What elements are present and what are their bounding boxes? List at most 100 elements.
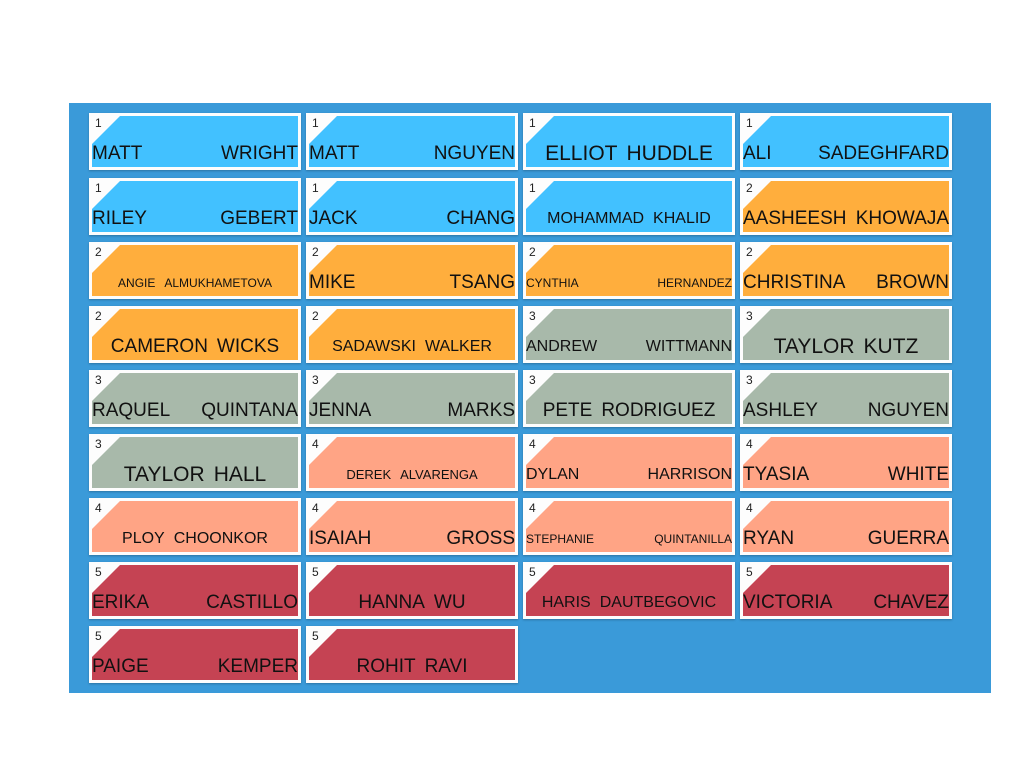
card-first-name: AASHEESH (743, 207, 847, 229)
card-color-fill (92, 437, 298, 488)
name-card[interactable]: 3 PETE RODRIGUEZ (523, 370, 735, 427)
name-card[interactable]: 4 PLOY CHOONKOR (89, 498, 301, 555)
card-name: HANNA WU (309, 589, 515, 616)
card-last-name: WITTMANN (645, 337, 732, 355)
name-card[interactable]: 1 MATT NGUYEN (306, 113, 518, 170)
card-name: ASHLEY NGUYEN (743, 397, 949, 424)
name-card[interactable]: 4 RYAN GUERRA (740, 498, 952, 555)
card-name: DEREK ALVARENGA (309, 461, 515, 488)
name-card[interactable]: 2 CHRISTINA BROWN (740, 242, 952, 299)
name-card[interactable]: 4 DEREK ALVARENGA (306, 434, 518, 491)
card-color-fill (743, 181, 949, 232)
card-last-name: SADEGHFARD (818, 142, 949, 164)
name-card[interactable]: 1 ALI SADEGHFARD (740, 113, 952, 170)
card-first-name: TYASIA (743, 463, 810, 485)
card-first-name: DYLAN (526, 465, 580, 483)
card-name: MOHAMMAD KHALID (526, 205, 732, 232)
card-level-number: 1 (312, 116, 319, 130)
name-card[interactable]: 2 MIKE TSANG (306, 242, 518, 299)
card-level-number: 2 (746, 181, 753, 195)
name-card[interactable]: 2 AASHEESH KHOWAJA (740, 178, 952, 235)
name-card[interactable]: 2 CYNTHIA HERNANDEZ (523, 242, 735, 299)
card-last-name: KEMPER (217, 655, 298, 677)
name-card[interactable]: 3 RAQUEL QUINTANA (89, 370, 301, 427)
card-first-name: ASHLEY (743, 399, 818, 421)
card-last-name: WICKS (216, 335, 280, 357)
name-card[interactable]: 4 STEPHANIE QUINTANILLA (523, 498, 735, 555)
name-card[interactable]: 3 ASHLEY NGUYEN (740, 370, 952, 427)
card-level-number: 4 (95, 501, 102, 515)
name-card[interactable]: 4 DYLAN HARRISON (523, 434, 735, 491)
card-name: PETE RODRIGUEZ (526, 397, 732, 424)
name-card[interactable]: 3 ANDREW WITTMANN (523, 306, 735, 363)
card-first-name: HARIS (541, 593, 591, 611)
card-first-name: MIKE (309, 271, 356, 293)
card-level-number: 3 (746, 373, 753, 387)
name-card[interactable]: 1 RILEY GEBERT (89, 178, 301, 235)
name-card[interactable]: 5 ROHIT RAVI (306, 626, 518, 683)
card-level-number: 3 (529, 309, 536, 323)
card-name: PAIGE KEMPER (92, 653, 298, 680)
card-name: MATT WRIGHT (92, 140, 298, 167)
card-color-fill (92, 629, 298, 680)
card-first-name: ISAIAH (309, 527, 372, 549)
card-name: ROHIT RAVI (309, 653, 515, 680)
name-card[interactable]: 5 PAIGE KEMPER (89, 626, 301, 683)
name-card[interactable]: 2 ANGIE ALMUKHAMETOVA (89, 242, 301, 299)
card-first-name: ELLIOT (545, 141, 618, 165)
name-card[interactable]: 4 ISAIAH GROSS (306, 498, 518, 555)
card-level-number: 4 (529, 437, 536, 451)
name-card[interactable]: 5 VICTORIA CHAVEZ (740, 562, 952, 619)
card-name: STEPHANIE QUINTANILLA (526, 525, 732, 552)
card-first-name: VICTORIA (743, 591, 833, 613)
card-first-name: STEPHANIE (526, 531, 595, 546)
card-first-name: JENNA (309, 399, 372, 421)
card-last-name: CASTILLO (206, 591, 298, 613)
card-color-fill (309, 245, 515, 296)
card-name: RAQUEL QUINTANA (92, 397, 298, 424)
name-card[interactable]: 1 JACK CHANG (306, 178, 518, 235)
card-color-fill (743, 245, 949, 296)
card-level-number: 4 (746, 501, 753, 515)
name-card[interactable]: 2 SADAWSKI WALKER (306, 306, 518, 363)
name-card-board: 1 MATT WRIGHT 1 MATT NGUYEN 1 ELLIOT HUDDLE 1 ALI S… (69, 103, 991, 693)
name-card[interactable]: 3 JENNA MARKS (306, 370, 518, 427)
card-name: JACK CHANG (309, 205, 515, 232)
name-card[interactable]: 1 MOHAMMAD KHALID (523, 178, 735, 235)
card-color-fill (309, 437, 515, 488)
card-level-number: 5 (312, 629, 319, 643)
card-name: RILEY GEBERT (92, 205, 298, 232)
name-card[interactable]: 1 ELLIOT HUDDLE (523, 113, 735, 170)
card-level-number: 3 (746, 309, 753, 323)
card-name: ERIKA CASTILLO (92, 589, 298, 616)
card-name: ANGIE ALMUKHAMETOVA (92, 269, 298, 296)
name-card[interactable]: 2 CAMERON WICKS (89, 306, 301, 363)
card-last-name: WALKER (424, 337, 492, 355)
name-card[interactable]: 5 HARIS DAUTBEGOVIC (523, 562, 735, 619)
card-name: ISAIAH GROSS (309, 525, 515, 552)
card-last-name: CHOONKOR (173, 529, 268, 547)
card-level-number: 3 (529, 373, 536, 387)
card-first-name: CHRISTINA (743, 271, 846, 293)
card-last-name: TSANG (449, 271, 515, 293)
card-first-name: PLOY (122, 529, 165, 547)
card-color-fill (743, 501, 949, 552)
name-card[interactable]: 5 HANNA WU (306, 562, 518, 619)
card-last-name: QUINTANILLA (654, 531, 732, 546)
card-first-name: ERIKA (92, 591, 150, 613)
card-last-name: KHALID (653, 209, 711, 227)
name-card[interactable]: 1 MATT WRIGHT (89, 113, 301, 170)
name-card[interactable]: 5 ERIKA CASTILLO (89, 562, 301, 619)
card-first-name: RAQUEL (92, 399, 171, 421)
card-level-number: 1 (529, 181, 536, 195)
name-card[interactable]: 4 TYASIA WHITE (740, 434, 952, 491)
card-level-number: 5 (529, 565, 536, 579)
card-color-fill (743, 309, 949, 360)
card-color-fill (743, 565, 949, 616)
card-level-number: 5 (95, 565, 102, 579)
name-card[interactable]: 3 TAYLOR HALL (89, 434, 301, 491)
card-first-name: TAYLOR (773, 334, 855, 358)
card-last-name: HERNANDEZ (657, 275, 732, 290)
name-card[interactable]: 3 TAYLOR KUTZ (740, 306, 952, 363)
card-color-fill (92, 373, 298, 424)
